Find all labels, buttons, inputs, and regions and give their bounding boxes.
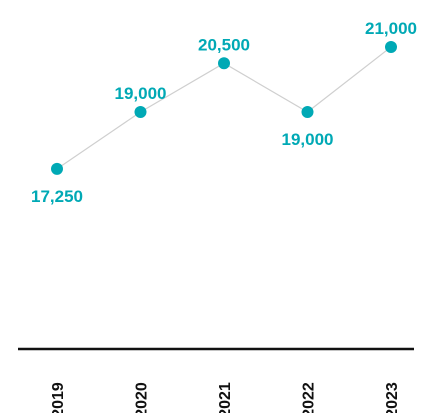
data-label: 19,000 xyxy=(115,84,167,103)
data-label: 21,000 xyxy=(365,19,417,38)
data-points xyxy=(51,41,397,175)
data-point xyxy=(218,57,230,70)
data-label: 19,000 xyxy=(282,130,334,149)
x-tick-label: 2020 xyxy=(134,382,151,413)
x-tick-label: 2022 xyxy=(301,382,318,413)
x-tick-label: 2021 xyxy=(217,382,234,413)
data-label: 20,500 xyxy=(198,35,250,54)
data-label: 17,250 xyxy=(31,187,83,206)
x-tick-label: 2023 xyxy=(384,382,401,413)
data-point xyxy=(51,162,63,175)
x-tick-labels: 2019 2020 2021 2022 2023 xyxy=(50,382,401,413)
data-point xyxy=(385,41,397,53)
data-point xyxy=(134,106,147,118)
data-labels: 17,250 19,000 20,500 19,000 21,000 xyxy=(31,19,417,206)
x-tick-label: 2019 xyxy=(50,382,67,413)
data-point xyxy=(301,106,314,118)
